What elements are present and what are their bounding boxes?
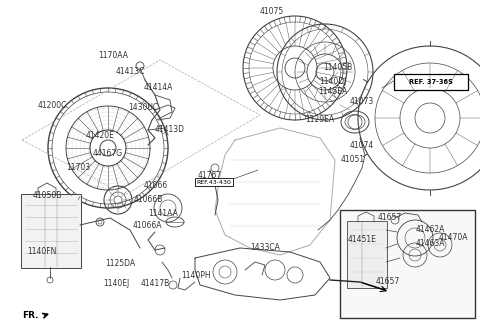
Text: FR.: FR. bbox=[22, 311, 38, 319]
Text: 1140PH: 1140PH bbox=[181, 271, 211, 279]
Text: 41657: 41657 bbox=[376, 277, 400, 286]
Text: 1141AA: 1141AA bbox=[148, 209, 178, 217]
Text: 41451E: 41451E bbox=[348, 236, 376, 244]
Bar bbox=[340, 210, 475, 318]
Text: REF.43-430: REF.43-430 bbox=[197, 179, 231, 184]
Text: 41462A: 41462A bbox=[415, 226, 444, 235]
Text: 41413D: 41413D bbox=[155, 126, 185, 134]
Text: 41767: 41767 bbox=[198, 172, 222, 180]
FancyBboxPatch shape bbox=[394, 74, 468, 90]
Text: 41413C: 41413C bbox=[115, 68, 144, 76]
Text: 11703: 11703 bbox=[66, 163, 90, 173]
Text: 41075: 41075 bbox=[260, 8, 284, 16]
Text: 1430UC: 1430UC bbox=[128, 104, 158, 113]
Text: 41073: 41073 bbox=[350, 97, 374, 107]
Text: 41470A: 41470A bbox=[438, 233, 468, 241]
FancyBboxPatch shape bbox=[21, 194, 81, 268]
Text: 41074: 41074 bbox=[350, 140, 374, 150]
Text: 41463A: 41463A bbox=[415, 239, 445, 249]
Text: 1145EA: 1145EA bbox=[318, 88, 348, 96]
Text: 41051: 41051 bbox=[341, 155, 365, 165]
Text: 11405B: 11405B bbox=[324, 63, 353, 72]
Text: 1125DA: 1125DA bbox=[105, 258, 135, 268]
Text: 41420E: 41420E bbox=[85, 132, 114, 140]
Text: 41066: 41066 bbox=[144, 180, 168, 190]
Text: 41200C: 41200C bbox=[37, 100, 67, 110]
Text: 1170AA: 1170AA bbox=[98, 51, 128, 59]
Text: 41657: 41657 bbox=[378, 214, 402, 222]
Text: 41066A: 41066A bbox=[132, 221, 162, 231]
Text: 41414A: 41414A bbox=[144, 84, 173, 92]
Text: 44167G: 44167G bbox=[93, 149, 123, 157]
Text: 41050B: 41050B bbox=[32, 192, 62, 200]
Text: 1140FN: 1140FN bbox=[27, 248, 57, 256]
Text: 1129EA: 1129EA bbox=[305, 115, 335, 125]
Text: 1433CA: 1433CA bbox=[250, 243, 280, 253]
Text: 41417B: 41417B bbox=[140, 278, 169, 288]
FancyBboxPatch shape bbox=[347, 221, 387, 288]
Text: 41066B: 41066B bbox=[133, 195, 163, 203]
Text: 1140EJ: 1140EJ bbox=[103, 279, 129, 289]
Text: 1140DJ: 1140DJ bbox=[319, 77, 347, 87]
Text: REF. 37-36S: REF. 37-36S bbox=[409, 79, 453, 85]
